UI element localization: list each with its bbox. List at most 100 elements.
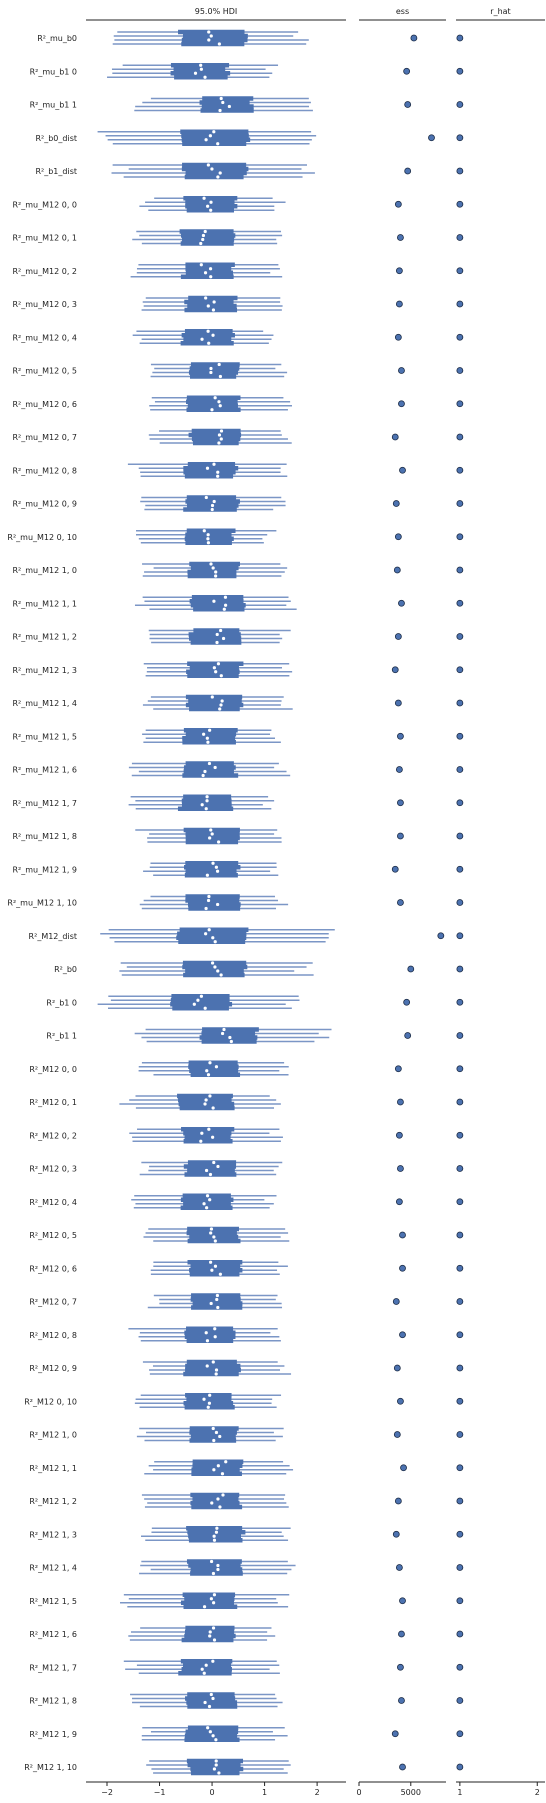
ess-point-r2-m12-0-1	[397, 1099, 403, 1105]
median-point	[209, 371, 212, 374]
forest-row-r2-mu-m12-1-6	[129, 762, 290, 777]
median-point	[205, 799, 208, 802]
median-point	[215, 1065, 218, 1068]
median-point	[213, 300, 216, 303]
forest-row-r2-mu-m12-1-9	[143, 862, 278, 877]
median-point	[216, 969, 219, 972]
r-hat-point-r2-mu-m12-1-0	[457, 567, 463, 573]
ess-point-r2-mu-m12-1-1	[398, 600, 404, 606]
median-point	[208, 1402, 211, 1405]
forest-row-r2-m12-0-8	[128, 1327, 280, 1342]
median-point	[199, 242, 202, 245]
row-label-r2-mu-m12-0-6: R²_mu_M12 0, 6	[12, 400, 77, 409]
r-hat-point-r2-mu-m12-0-3	[457, 301, 463, 307]
forest-row-r2-mu-m12-0-10	[136, 529, 276, 544]
r-hat-point-r2-m12-0-10	[457, 1398, 463, 1404]
median-point	[214, 1265, 217, 1268]
row-label-r2-mu-m12-1-8: R²_mu_M12 1, 8	[12, 832, 77, 841]
r-hat-point-r2-mu-m12-0-5	[457, 368, 463, 374]
median-point	[209, 201, 212, 204]
row-label-r2-mu-m12-1-9: R²_mu_M12 1, 9	[12, 865, 77, 874]
ess-point-r2-b1-1	[405, 1033, 411, 1039]
r-hat-point-r2-mu-b1-0	[457, 68, 463, 74]
row-label-r2-m12-0-5: R²_M12 0, 5	[29, 1231, 77, 1240]
r-hat-point-r2-b0	[457, 966, 463, 972]
median-point	[219, 375, 222, 378]
ess-point-r2-m12-1-4	[396, 1565, 402, 1571]
median-point	[213, 965, 216, 968]
x-tick-label: −1	[154, 1788, 166, 1797]
median-point	[216, 1564, 219, 1567]
median-point	[203, 1102, 206, 1105]
median-point	[204, 932, 207, 935]
r-hat-point-r2-m12-1-1	[457, 1465, 463, 1471]
forest-row-r2-m12-1-8	[130, 1693, 283, 1708]
median-point	[207, 304, 210, 307]
median-point	[206, 874, 209, 877]
median-point	[219, 629, 222, 632]
median-point	[220, 973, 223, 976]
median-point	[214, 1239, 217, 1242]
ess-point-r2-m12-1-0	[394, 1432, 400, 1438]
row-label-r2-m12-0-2: R²_M12 0, 2	[29, 1131, 77, 1140]
median-point	[219, 171, 222, 174]
median-point	[208, 729, 211, 732]
median-point	[211, 832, 214, 835]
r-hat-point-r2-mu-m12-1-7	[457, 800, 463, 806]
forest-row-r2-mu-m12-0-7	[149, 429, 292, 444]
forest-row-r2-mu-m12-0-1	[132, 230, 282, 245]
forest-row-r2-m12-1-7	[124, 1660, 280, 1675]
median-point	[203, 1701, 206, 1704]
median-point	[214, 766, 217, 769]
row-label-r2-m12-1-4: R²_M12 1, 4	[29, 1564, 77, 1573]
row-label-r2-mu-m12-0-2: R²_mu_M12 0, 2	[12, 267, 77, 276]
r-hat-point-r2-mu-m12-1-5	[457, 733, 463, 739]
forest-row-r2-m12-0-0	[139, 1061, 289, 1076]
row-label-r2-m12-1-1: R²_M12 1, 1	[29, 1464, 77, 1473]
median-point	[200, 995, 203, 998]
median-point	[202, 1202, 205, 1205]
median-point	[218, 42, 221, 45]
median-point	[224, 1460, 227, 1463]
forest-row-r2-m12-1-6	[128, 1626, 275, 1641]
median-point	[208, 836, 211, 839]
r-hat-point-r2-m12-0-2	[457, 1132, 463, 1138]
median-point	[203, 76, 206, 79]
r-hat-point-r2-m12-1-5	[457, 1598, 463, 1604]
median-point	[202, 1398, 205, 1401]
median-point	[208, 1705, 211, 1708]
row-label-r2-m12-0-9: R²_M12 0, 9	[29, 1364, 77, 1373]
ess-point-r2-mu-m12-1-2	[395, 634, 401, 640]
forest-row-r2-mu-m12-1-5	[142, 729, 281, 744]
median-point	[200, 1132, 203, 1135]
ess-point-r2-b1-dist	[405, 168, 411, 174]
median-point	[203, 770, 206, 773]
median-point	[217, 400, 220, 403]
median-point	[219, 404, 222, 407]
ess-point-r2-m12-0-9	[394, 1365, 400, 1371]
median-point	[212, 1427, 215, 1430]
r-hat-point-r2-m12-1-0	[457, 1432, 463, 1438]
median-point	[218, 363, 221, 366]
ess-point-r2-b1-0	[404, 999, 410, 1005]
median-point	[220, 674, 223, 677]
row-label-r2-m12-1-7: R²_M12 1, 7	[29, 1663, 77, 1672]
ess-point-r2-m12-1-10	[400, 1764, 406, 1770]
row-label-r2-mu-m12-1-2: R²_mu_M12 1, 2	[12, 633, 77, 642]
median-point	[214, 940, 217, 943]
median-point	[196, 999, 199, 1002]
median-point	[210, 167, 213, 170]
r-hat-point-r2-mu-m12-0-10	[457, 534, 463, 540]
row-label-r2-mu-b1-0: R²_mu_b1 0	[30, 67, 77, 76]
forest-row-r2-mu-m12-0-6	[149, 396, 292, 411]
median-point	[214, 396, 217, 399]
row-label-r2-mu-m12-1-3: R²_mu_M12 1, 3	[12, 666, 77, 675]
forest-row-r2-mu-m12-0-9	[140, 496, 285, 511]
row-label-r2-m12-0-6: R²_M12 0, 6	[29, 1264, 77, 1273]
hdi-panel	[98, 30, 335, 1774]
median-point	[216, 1165, 219, 1168]
ess-point-r2-m12-0-5	[400, 1232, 406, 1238]
r-hat-point-r2-mu-m12-0-6	[457, 401, 463, 407]
median-point	[209, 275, 212, 278]
